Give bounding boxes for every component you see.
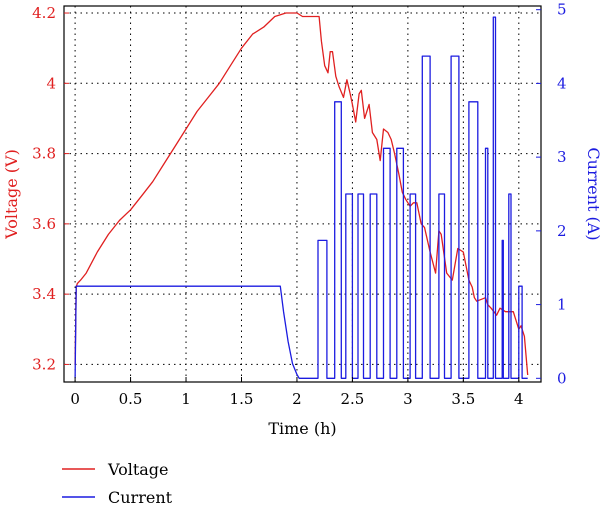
legend-label-current: Current (108, 488, 173, 505)
legend: Voltage Current (62, 460, 173, 505)
x-tick-label: 1.5 (230, 390, 254, 408)
y-left-tick-label: 3.2 (32, 355, 56, 373)
x-tick-label: 0.5 (119, 390, 143, 408)
x-tick-label: 2.5 (340, 390, 364, 408)
y-left-tick-label: 3.6 (32, 215, 56, 233)
y-left-tick-label: 3.8 (32, 145, 56, 163)
y-right-tick-label: 5 (557, 1, 567, 19)
y-right-tick-label: 3 (557, 148, 567, 166)
y-axis-right-title: Current (A) (584, 147, 600, 240)
y-left-tick-label: 4.2 (32, 4, 56, 22)
y-left-tick-label: 4 (46, 74, 56, 92)
x-axis-title: Time (h) (268, 419, 336, 438)
x-tick-label: 2 (292, 390, 302, 408)
x-tick-label: 3.5 (451, 390, 475, 408)
x-tick-label: 1 (181, 390, 191, 408)
y-axis-left-title: Voltage (V) (2, 149, 21, 240)
x-tick-label: 0 (70, 390, 80, 408)
x-tick-label: 3 (403, 390, 413, 408)
series-layer (74, 12, 529, 379)
y-left-tick-label: 3.4 (32, 285, 56, 303)
plot-frame (63, 5, 542, 383)
y-right-tick-label: 2 (557, 222, 567, 240)
legend-label-voltage: Voltage (107, 460, 169, 479)
y-right-tick-label: 4 (557, 74, 567, 92)
series-line-current (74, 16, 528, 379)
ticks-layer: 0 0.5 1 1.5 2 2.5 3 3.5 4 3.2 3.4 3.6 3.8 4 4.2 0 1 2 3 4 5 (32, 1, 566, 408)
series-line-voltage (74, 12, 529, 376)
y-right-tick-label: 1 (557, 296, 567, 314)
y-right-tick-label: 0 (557, 369, 567, 387)
x-tick-label: 4 (514, 390, 524, 408)
